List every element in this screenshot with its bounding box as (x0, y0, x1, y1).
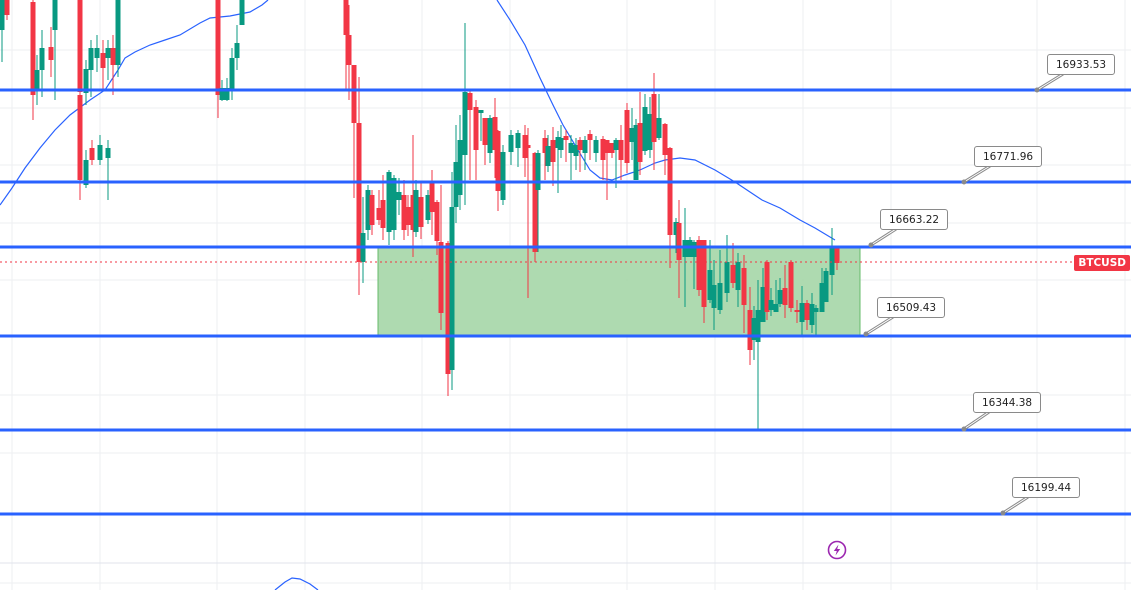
lightning-bolt-icon[interactable] (827, 540, 847, 560)
price-level-label[interactable]: 16344.38 (973, 392, 1042, 413)
horizontal-level-lines[interactable] (0, 88, 1131, 516)
price-level-label[interactable]: 16509.43 (877, 297, 946, 318)
label-leader-lines (863, 72, 1064, 516)
price-level-label[interactable]: 16933.53 (1047, 54, 1116, 75)
price-level-label[interactable]: 16663.22 (880, 209, 949, 230)
symbol-ticker-badge[interactable]: BTCUSD (1074, 255, 1130, 271)
price-level-label[interactable]: 16771.96 (974, 146, 1043, 167)
candlestick-series (0, 0, 840, 430)
price-level-label[interactable]: 16199.44 (1012, 477, 1081, 498)
moving-average-line (0, 0, 836, 590)
